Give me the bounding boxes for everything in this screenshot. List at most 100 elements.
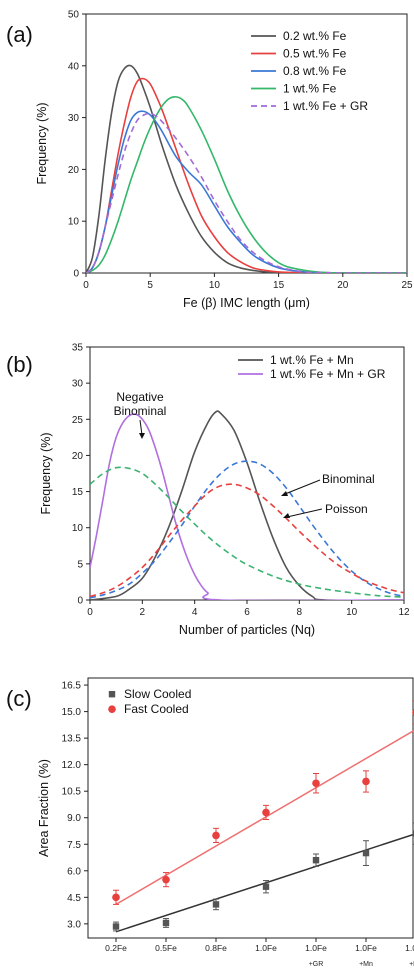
x-tick-label: +Mn bbox=[409, 961, 414, 968]
y-tick-label: 25 bbox=[72, 415, 84, 426]
fit-line bbox=[115, 833, 414, 933]
y-tick-label: 0 bbox=[77, 596, 83, 607]
x-tick-label: 1.0Fe bbox=[255, 943, 277, 953]
y-tick-label: 15 bbox=[72, 487, 84, 498]
y-tick-label: 16.5 bbox=[62, 681, 82, 692]
y-tick-label: 10.5 bbox=[62, 787, 82, 798]
y-axis-label: Frequency (%) bbox=[39, 433, 53, 515]
legend-label: 0.5 wt.% Fe bbox=[283, 47, 347, 61]
fit-line bbox=[115, 729, 414, 906]
data-point bbox=[362, 777, 370, 786]
y-tick-label: 3.0 bbox=[67, 919, 81, 930]
y-tick-label: 40 bbox=[68, 61, 80, 72]
series-line-2 bbox=[86, 77, 407, 273]
data-point bbox=[112, 893, 120, 902]
x-tick-label: 1.0Fe bbox=[305, 943, 327, 953]
legend-label: Fast Cooled bbox=[124, 702, 189, 716]
x-tick-label: 1.0Fe bbox=[355, 943, 377, 953]
panel-label: (c) bbox=[6, 686, 32, 711]
x-tick-label: 0.2Fe bbox=[105, 943, 127, 953]
series-line-5 bbox=[86, 112, 407, 273]
data-point bbox=[212, 831, 220, 840]
legend-label: 1 wt.% Fe bbox=[283, 82, 337, 96]
series-line-2 bbox=[90, 413, 404, 600]
x-tick-label: 25 bbox=[401, 280, 413, 291]
data-point bbox=[212, 901, 220, 908]
y-tick-label: 15.0 bbox=[62, 707, 82, 718]
annotation-label: Binominal bbox=[322, 472, 375, 486]
annotation-label: Binominal bbox=[114, 404, 167, 418]
y-tick-label: 10 bbox=[72, 523, 84, 534]
data-point bbox=[262, 808, 270, 817]
x-tick-label: 15 bbox=[273, 280, 285, 291]
plot-frame bbox=[87, 677, 414, 939]
y-tick-label: 50 bbox=[68, 10, 80, 21]
legend-label: 0.2 wt.% Fe bbox=[283, 29, 347, 43]
x-axis-label: Fe (β) IMC length (μm) bbox=[183, 296, 310, 310]
y-tick-label: 12.0 bbox=[62, 760, 82, 771]
y-tick-label: 30 bbox=[72, 379, 84, 390]
legend-label: Slow Cooled bbox=[124, 687, 191, 701]
legend-label: 1 wt.% Fe + GR bbox=[283, 99, 368, 113]
x-tick-label: +Mn bbox=[359, 961, 373, 968]
legend-label: 1 wt.% Fe + Mn bbox=[270, 353, 354, 367]
y-axis-label: Area Fraction (%) bbox=[37, 759, 51, 857]
annotation-label: Poisson bbox=[325, 502, 368, 516]
annotation-pointer bbox=[139, 419, 143, 436]
x-tick-label: 10 bbox=[346, 607, 358, 618]
data-point bbox=[112, 923, 120, 930]
y-tick-label: 10 bbox=[68, 217, 80, 228]
series-line-3 bbox=[86, 110, 407, 273]
plot-frame bbox=[85, 13, 408, 274]
x-tick-label: 0.8Fe bbox=[205, 943, 227, 953]
series-line-1 bbox=[86, 64, 407, 273]
x-tick-label: 8 bbox=[297, 607, 303, 618]
y-tick-label: 4.5 bbox=[67, 893, 81, 904]
series-line-4 bbox=[86, 96, 407, 273]
annotation-label: Negative bbox=[116, 390, 164, 404]
y-tick-label: 35 bbox=[72, 343, 84, 354]
x-tick-label: 0 bbox=[83, 280, 89, 291]
chart-panel-a: (a) Frequency (%) 0 5 10 15 20 25 0 10 20 30 40 50 Fe … bbox=[6, 10, 413, 311]
series-1 bbox=[112, 822, 414, 933]
series-line-3 bbox=[90, 466, 404, 598]
data-point bbox=[312, 779, 320, 788]
legend-label: 0.8 wt.% Fe bbox=[283, 64, 347, 78]
x-tick-label: 10 bbox=[209, 280, 221, 291]
legend-swatch bbox=[108, 705, 116, 713]
x-tick-label: 6 bbox=[244, 607, 250, 618]
x-tick-label: 20 bbox=[337, 280, 349, 291]
series-group bbox=[90, 410, 404, 600]
legend-label: 1 wt.% Fe + Mn + GR bbox=[270, 367, 386, 381]
data-point bbox=[162, 919, 170, 927]
data-point bbox=[412, 830, 414, 837]
series-line-1 bbox=[90, 410, 404, 600]
data-point bbox=[262, 883, 270, 890]
x-tick-label: 12 bbox=[398, 607, 410, 618]
x-tick-label: 5 bbox=[147, 280, 153, 291]
annotation-pointer bbox=[281, 491, 288, 496]
x-tick-label: 0 bbox=[87, 607, 93, 618]
x-tick-label: 4 bbox=[192, 607, 198, 618]
x-tick-label: +GR bbox=[309, 961, 324, 968]
annotation-pointer bbox=[139, 433, 145, 439]
data-point bbox=[162, 875, 170, 884]
panel-label: (b) bbox=[6, 352, 33, 377]
x-tick-label: 2 bbox=[140, 607, 146, 618]
y-axis-label: Frequency (%) bbox=[35, 103, 49, 185]
chart-panel-b: (b) Frequency (%) 0 2 4 6 8 10 12 0 5 10 15 20 25 30 35 N… bbox=[6, 343, 410, 638]
legend-swatch bbox=[108, 691, 116, 698]
annotation-pointer bbox=[284, 479, 321, 495]
series-line-4 bbox=[90, 460, 404, 599]
series-2 bbox=[112, 700, 414, 906]
series-group bbox=[86, 64, 407, 273]
y-tick-label: 6.0 bbox=[67, 866, 81, 877]
x-tick-label: 0.5Fe bbox=[155, 943, 177, 953]
y-tick-label: 5 bbox=[77, 559, 83, 570]
y-tick-label: 7.5 bbox=[67, 840, 81, 851]
annotation-pointer bbox=[283, 513, 290, 518]
series-line-5 bbox=[90, 483, 404, 598]
y-tick-label: 20 bbox=[72, 451, 84, 462]
data-point bbox=[312, 856, 320, 864]
